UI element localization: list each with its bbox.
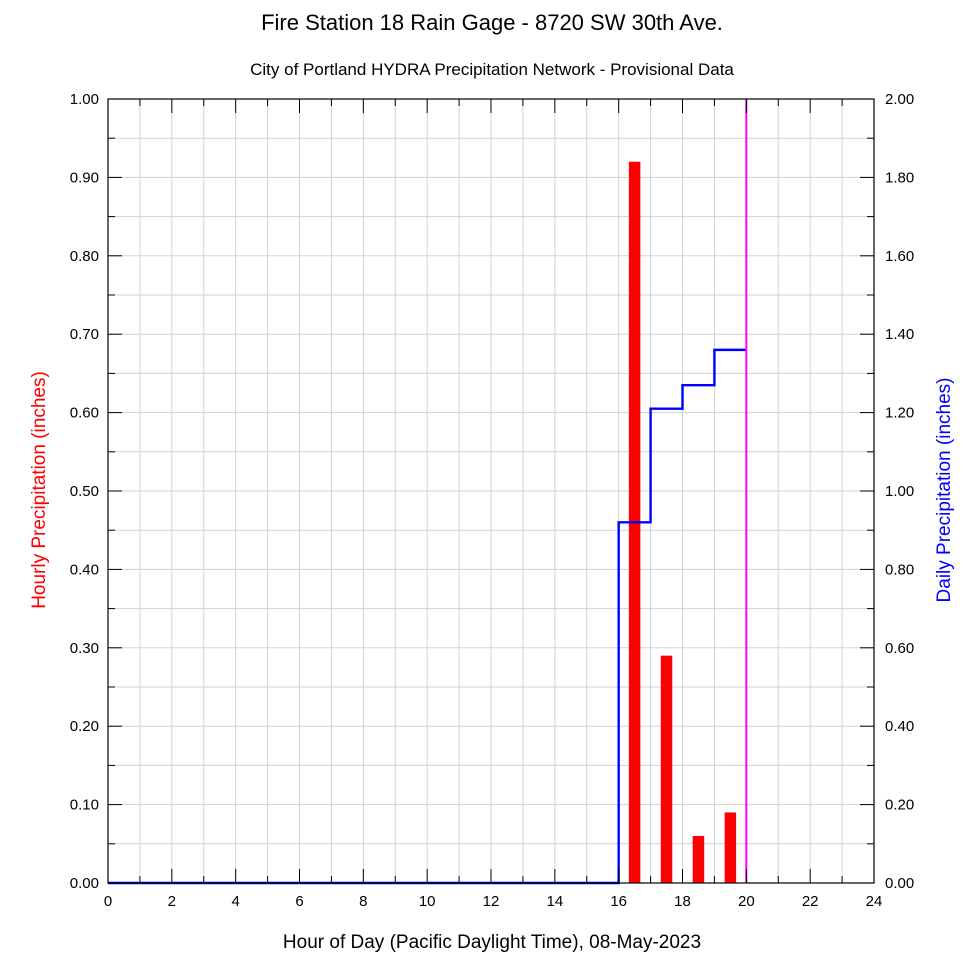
grid (108, 99, 874, 883)
y2-tick-label: 1.60 (885, 248, 914, 265)
y2-tick-labels: 0.00 0.20 0.40 0.60 0.80 1.00 1.20 1.40 1.60 1.80… (885, 91, 914, 892)
chart-subtitle: City of Portland HYDRA Precipitation Net… (250, 60, 734, 79)
x-tick-label: 16 (610, 893, 627, 910)
x-tick-label: 22 (802, 893, 819, 910)
y-tick-label: 0.40 (70, 561, 99, 578)
x-tick-label: 14 (546, 893, 563, 910)
x-tick-label: 12 (483, 893, 500, 910)
tick-marks (107, 98, 875, 884)
daily-step-line (108, 348, 747, 885)
x-tick-label: 10 (419, 893, 436, 910)
y2-tick-label: 0.00 (885, 875, 914, 892)
hourly-bar (660, 655, 673, 883)
y-tick-label: 0.20 (70, 718, 99, 735)
x-tick-label: 20 (738, 893, 755, 910)
x-tick-label: 24 (866, 893, 883, 910)
y-tick-label: 0.50 (70, 483, 99, 500)
x-tick-label: 2 (168, 893, 176, 910)
y2-tick-label: 1.80 (885, 169, 914, 186)
x-axis-label: Hour of Day (Pacific Daylight Time), 08-… (283, 932, 701, 953)
y-tick-label: 0.90 (70, 169, 99, 186)
hourly-bar (692, 835, 705, 883)
y-axis-label: Hourly Precipitation (inches) (29, 371, 50, 609)
x-tick-label: 4 (231, 893, 239, 910)
y-tick-label: 0.00 (70, 875, 99, 892)
y-tick-labels: 0.00 0.10 0.20 0.30 0.40 0.50 0.60 0.70 0.80 0.90… (70, 91, 99, 892)
y2-tick-label: 1.40 (885, 326, 914, 343)
y2-axis-label: Daily Precipitation (inches) (934, 378, 955, 603)
y2-tick-label: 0.20 (885, 797, 914, 814)
chart-title: Fire Station 18 Rain Gage - 8720 SW 30th… (261, 10, 723, 35)
x-tick-label: 8 (359, 893, 367, 910)
x-tick-label: 0 (104, 893, 112, 910)
y-tick-label: 0.60 (70, 405, 99, 422)
y-tick-label: 0.70 (70, 326, 99, 343)
y2-tick-label: 0.60 (885, 640, 914, 657)
y-tick-label: 0.80 (70, 248, 99, 265)
x-tick-labels: 0 2 4 6 8 10 12 14 16 18 20 22 24 (104, 893, 883, 910)
y2-tick-label: 0.40 (885, 718, 914, 735)
y-tick-label: 1.00 (70, 91, 99, 108)
daily-lines (108, 99, 748, 885)
y2-tick-label: 1.20 (885, 405, 914, 422)
hourly-bar (724, 812, 737, 883)
x-tick-label: 18 (674, 893, 691, 910)
y-tick-label: 0.10 (70, 797, 99, 814)
y2-tick-label: 0.80 (885, 561, 914, 578)
y2-tick-label: 2.00 (885, 91, 914, 108)
y2-tick-label: 1.00 (885, 483, 914, 500)
x-tick-label: 6 (295, 893, 303, 910)
y-tick-label: 0.30 (70, 640, 99, 657)
